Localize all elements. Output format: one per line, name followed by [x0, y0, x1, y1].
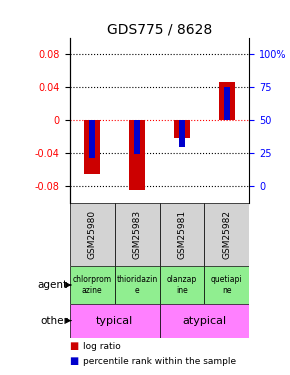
Text: GSM25982: GSM25982 — [222, 210, 231, 259]
Bar — [219, 82, 235, 120]
Bar — [70, 304, 160, 338]
Text: typical: typical — [96, 316, 133, 326]
Bar — [224, 87, 230, 120]
Bar — [115, 202, 160, 266]
Bar — [115, 266, 160, 304]
Text: ■: ■ — [70, 356, 79, 366]
Bar — [70, 266, 115, 304]
Text: quetiapi
ne: quetiapi ne — [211, 275, 243, 295]
Bar — [84, 120, 100, 174]
Bar — [134, 120, 140, 154]
Text: other: other — [40, 316, 68, 326]
Bar — [174, 120, 190, 138]
Bar — [70, 202, 115, 266]
Text: agent: agent — [38, 280, 68, 290]
Text: GSM25980: GSM25980 — [88, 210, 97, 259]
Bar — [179, 120, 185, 147]
Text: log ratio: log ratio — [83, 342, 120, 351]
Bar — [204, 202, 249, 266]
Text: olanzap
ine: olanzap ine — [167, 275, 197, 295]
Text: thioridazin
e: thioridazin e — [116, 275, 158, 295]
Text: percentile rank within the sample: percentile rank within the sample — [83, 357, 236, 366]
Text: GSM25983: GSM25983 — [133, 210, 142, 259]
Bar — [89, 120, 95, 158]
Bar — [160, 202, 204, 266]
Bar — [129, 120, 145, 190]
Bar — [160, 304, 249, 338]
Title: GDS775 / 8628: GDS775 / 8628 — [107, 22, 212, 36]
Text: GSM25981: GSM25981 — [177, 210, 186, 259]
Text: ■: ■ — [70, 340, 79, 351]
Text: atypical: atypical — [182, 316, 226, 326]
Bar — [204, 266, 249, 304]
Text: chlorprom
azine: chlorprom azine — [72, 275, 112, 295]
Bar — [160, 266, 204, 304]
